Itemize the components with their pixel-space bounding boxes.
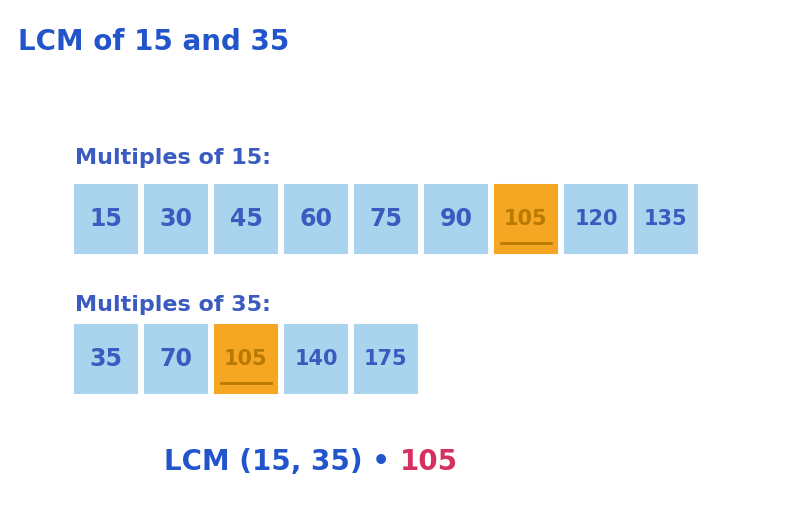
FancyBboxPatch shape xyxy=(425,185,487,253)
Text: 105: 105 xyxy=(224,349,268,369)
FancyBboxPatch shape xyxy=(355,325,417,393)
FancyBboxPatch shape xyxy=(635,185,697,253)
Text: LCM (15, 35) •: LCM (15, 35) • xyxy=(164,448,400,476)
FancyBboxPatch shape xyxy=(215,325,277,393)
FancyBboxPatch shape xyxy=(495,185,557,253)
Text: Multiples of 35:: Multiples of 35: xyxy=(75,295,271,315)
FancyBboxPatch shape xyxy=(285,325,347,393)
Text: 60: 60 xyxy=(299,207,333,231)
Text: 70: 70 xyxy=(159,347,193,371)
Text: 15: 15 xyxy=(90,207,122,231)
Text: 75: 75 xyxy=(370,207,402,231)
Text: 105: 105 xyxy=(400,448,458,476)
Text: 30: 30 xyxy=(159,207,193,231)
Text: LCM of 15 and 35: LCM of 15 and 35 xyxy=(18,28,290,56)
Text: 120: 120 xyxy=(574,209,618,229)
Text: 45: 45 xyxy=(230,207,262,231)
Text: Multiples of 15:: Multiples of 15: xyxy=(75,148,271,168)
FancyBboxPatch shape xyxy=(215,185,277,253)
Text: 35: 35 xyxy=(90,347,122,371)
FancyBboxPatch shape xyxy=(355,185,417,253)
FancyBboxPatch shape xyxy=(145,185,207,253)
FancyBboxPatch shape xyxy=(75,325,137,393)
Text: 90: 90 xyxy=(439,207,473,231)
FancyBboxPatch shape xyxy=(75,185,137,253)
Text: 140: 140 xyxy=(294,349,338,369)
FancyBboxPatch shape xyxy=(145,325,207,393)
FancyBboxPatch shape xyxy=(565,185,627,253)
FancyBboxPatch shape xyxy=(285,185,347,253)
Text: 175: 175 xyxy=(364,349,408,369)
Text: 135: 135 xyxy=(644,209,688,229)
Text: 105: 105 xyxy=(504,209,548,229)
